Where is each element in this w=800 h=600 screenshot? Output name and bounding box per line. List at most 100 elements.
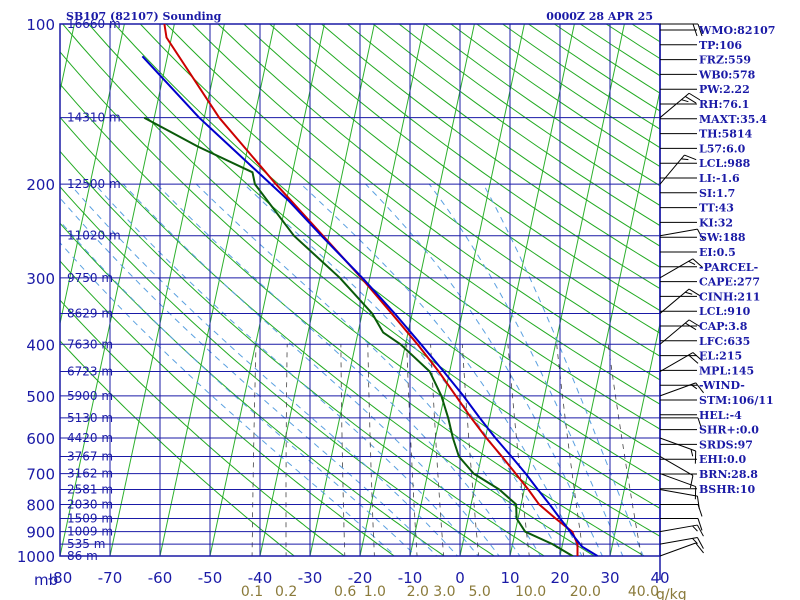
temperature-tick-label: -50 bbox=[198, 569, 223, 587]
moist-adiabat bbox=[195, 183, 542, 556]
temperature-tick-label: 0 bbox=[455, 569, 465, 587]
isotherm-line bbox=[109, 24, 225, 556]
moist-adiabat bbox=[60, 197, 438, 556]
wind-barb bbox=[659, 228, 704, 241]
sounding-index: BSHR:10 bbox=[699, 483, 755, 496]
sounding-index: CINH:211 bbox=[699, 290, 760, 303]
dewpoint-line bbox=[143, 116, 574, 556]
moist-adiabat bbox=[156, 183, 521, 556]
dry-adiabat bbox=[88, 24, 660, 482]
wind-barb-flag bbox=[697, 417, 703, 431]
isotherm-line bbox=[309, 24, 425, 556]
wind-barb-staff bbox=[659, 489, 698, 497]
wind-barb-flag bbox=[688, 260, 696, 265]
wind-barb bbox=[659, 524, 704, 537]
wind-barb-flag bbox=[696, 524, 704, 537]
sounding-index: SI:1.7 bbox=[699, 187, 735, 200]
pressure-tick-label: 900 bbox=[26, 524, 55, 542]
moist-adiabat bbox=[482, 183, 644, 556]
sounding-index: LI:-1.6 bbox=[699, 172, 740, 185]
dry-adiabat bbox=[60, 83, 646, 556]
wind-barb-flag bbox=[681, 99, 689, 103]
isotherm-line bbox=[559, 88, 660, 556]
moist-adiabat bbox=[300, 183, 583, 556]
mixing-ratio-label: 1.0 bbox=[364, 584, 386, 600]
temperature-tick-label: 30 bbox=[600, 569, 619, 587]
dry-adiabat bbox=[60, 260, 396, 556]
wind-barb-staff bbox=[659, 228, 698, 237]
temperature-tick-label: -20 bbox=[348, 569, 373, 587]
wind-barb-flag bbox=[695, 382, 704, 394]
height-label: 2581 m bbox=[67, 483, 113, 497]
moist-adiabat bbox=[94, 183, 479, 556]
isotherm-line bbox=[609, 321, 660, 556]
sounding-index: CAPE:277 bbox=[699, 276, 760, 289]
moist-adiabat bbox=[60, 220, 417, 556]
temperature-tick-label: -40 bbox=[248, 569, 273, 587]
sounding-index: PW:2.22 bbox=[699, 83, 750, 96]
isotherm-line bbox=[409, 24, 525, 556]
wind-barb bbox=[660, 417, 703, 431]
mixing-ratio-label: 0.1 bbox=[241, 584, 263, 600]
sounding-index: SW:188 bbox=[699, 231, 746, 244]
isotherm-line bbox=[359, 24, 475, 556]
sounding-index: WB0:578 bbox=[698, 68, 756, 81]
moist-adiabat bbox=[122, 183, 500, 556]
mixing-ratio-label: 40.0 bbox=[628, 584, 659, 600]
sounding-index: KI:32 bbox=[699, 216, 733, 229]
height-label: 16660 m bbox=[67, 17, 121, 31]
dry-adiabat bbox=[321, 24, 660, 268]
wind-barb-flag bbox=[692, 352, 703, 362]
wind-barb-flag bbox=[688, 92, 701, 101]
wind-barb-staff bbox=[659, 473, 696, 488]
dry-adiabat bbox=[191, 24, 660, 381]
dry-adiabat bbox=[347, 24, 660, 247]
sounding-index: EI:0.5 bbox=[699, 246, 736, 259]
isotherm-line bbox=[60, 24, 175, 556]
wind-barb-flag bbox=[690, 449, 694, 457]
sounding-index: TT:43 bbox=[699, 202, 734, 215]
height-label: 2030 m bbox=[67, 497, 113, 511]
wind-barb-flag bbox=[688, 288, 701, 297]
pressure-tick-label: 1000 bbox=[17, 548, 55, 566]
wind-barb-flag bbox=[696, 228, 704, 241]
dry-adiabat bbox=[243, 24, 660, 334]
wind-barb bbox=[659, 537, 704, 549]
mixing-ratio-label: 5.0 bbox=[469, 584, 491, 600]
wind-barb bbox=[659, 542, 704, 557]
isotherm-line bbox=[259, 24, 375, 556]
pressure-tick-label: 400 bbox=[26, 336, 55, 354]
pressure-tick-label: 100 bbox=[26, 16, 55, 34]
pressure-tick-label: 700 bbox=[26, 466, 55, 484]
height-label: 12500 m bbox=[67, 177, 121, 191]
wind-barb-flag bbox=[695, 542, 704, 554]
temperature-tick-label: -30 bbox=[298, 569, 323, 587]
wind-barb bbox=[659, 154, 697, 185]
wind-barb-staff bbox=[659, 92, 690, 119]
wind-barb bbox=[659, 92, 701, 119]
sounding-index: MAXT:35.4 bbox=[699, 113, 767, 126]
parcel-line bbox=[141, 55, 599, 556]
dry-adiabat bbox=[217, 24, 660, 357]
pressure-tick-label: 300 bbox=[26, 270, 55, 288]
wind-barb-staff bbox=[659, 154, 685, 185]
mixing-ratio-label: 0.6 bbox=[334, 584, 356, 600]
moist-adiabat bbox=[60, 241, 397, 556]
wind-barb-flag bbox=[685, 291, 693, 295]
wind-barb-staff bbox=[659, 524, 698, 533]
sounding-index: BRN:28.8 bbox=[699, 468, 758, 481]
height-label: 7630 m bbox=[67, 337, 113, 351]
station-title: SB107 (82107) Sounding bbox=[66, 10, 222, 23]
wind-barb-flag bbox=[692, 258, 703, 268]
pressure-tick-label: 600 bbox=[26, 430, 55, 448]
height-label: 1509 m bbox=[67, 511, 113, 525]
sounding-index: EHI:0.0 bbox=[699, 453, 746, 466]
mixing-ratio-label: 2.0 bbox=[407, 584, 429, 600]
wind-barb-staff bbox=[659, 319, 690, 345]
isotherm-line bbox=[459, 24, 575, 556]
sounding-index: RH:76.1 bbox=[699, 98, 749, 111]
sounding-index: SRDS:97 bbox=[699, 438, 753, 451]
height-label: 86 m bbox=[67, 549, 98, 563]
height-label: 11020 m bbox=[67, 229, 121, 243]
